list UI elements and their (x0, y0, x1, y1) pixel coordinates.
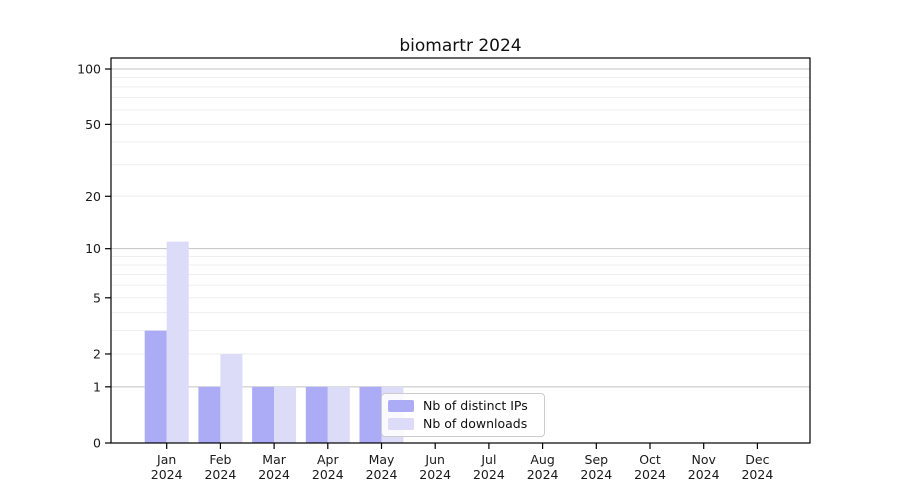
y-tick-label: 10 (85, 241, 101, 256)
bar-distinct-ips-mar (252, 386, 275, 443)
bar-downloads-feb (220, 353, 243, 443)
legend-item-downloads: Nb of downloads (388, 415, 536, 431)
x-tick-label: Mar 2024 (258, 452, 290, 482)
x-tick-label: May 2024 (366, 452, 398, 482)
x-tick-label: Aug 2024 (527, 452, 559, 482)
bar-downloads-mar (274, 386, 297, 443)
x-tick-label: Apr 2024 (312, 452, 344, 482)
x-tick-label: Nov 2024 (688, 452, 720, 482)
legend-swatch-downloads (388, 417, 414, 430)
bar-downloads-apr (327, 386, 350, 443)
y-tick-label: 100 (77, 62, 101, 77)
x-tick-label: Sep 2024 (580, 452, 612, 482)
y-tick-label: 5 (93, 290, 101, 305)
y-tick-label: 0 (93, 436, 101, 451)
x-tick-label: Jan 2024 (151, 452, 183, 482)
legend: Nb of distinct IPs Nb of downloads (381, 393, 545, 437)
y-tick-label: 50 (85, 117, 101, 132)
bar-distinct-ips-apr (305, 386, 328, 443)
legend-item-distinct-ips: Nb of distinct IPs (388, 399, 536, 413)
chart-title: biomartr 2024 (399, 36, 522, 56)
bar-distinct-ips-may (359, 386, 382, 443)
legend-swatch-distinct-ips (388, 399, 414, 412)
x-tick-label: Dec 2024 (741, 452, 773, 482)
x-tick-label: Feb 2024 (204, 452, 236, 482)
plot-border (110, 57, 811, 444)
bar-downloads-jan (166, 241, 189, 443)
bar-distinct-ips-feb (198, 386, 221, 443)
x-tick-label: Oct 2024 (634, 452, 666, 482)
bar-distinct-ips-jan (144, 330, 167, 443)
legend-label-distinct-ips: Nb of distinct IPs (423, 398, 528, 413)
y-tick-label: 2 (93, 346, 101, 361)
y-tick-label: 1 (93, 379, 101, 394)
y-tick-label: 20 (85, 189, 101, 204)
x-tick-label: Jun 2024 (419, 452, 451, 482)
x-tick-label: Jul 2024 (473, 452, 505, 482)
legend-label-downloads: Nb of downloads (423, 415, 528, 431)
